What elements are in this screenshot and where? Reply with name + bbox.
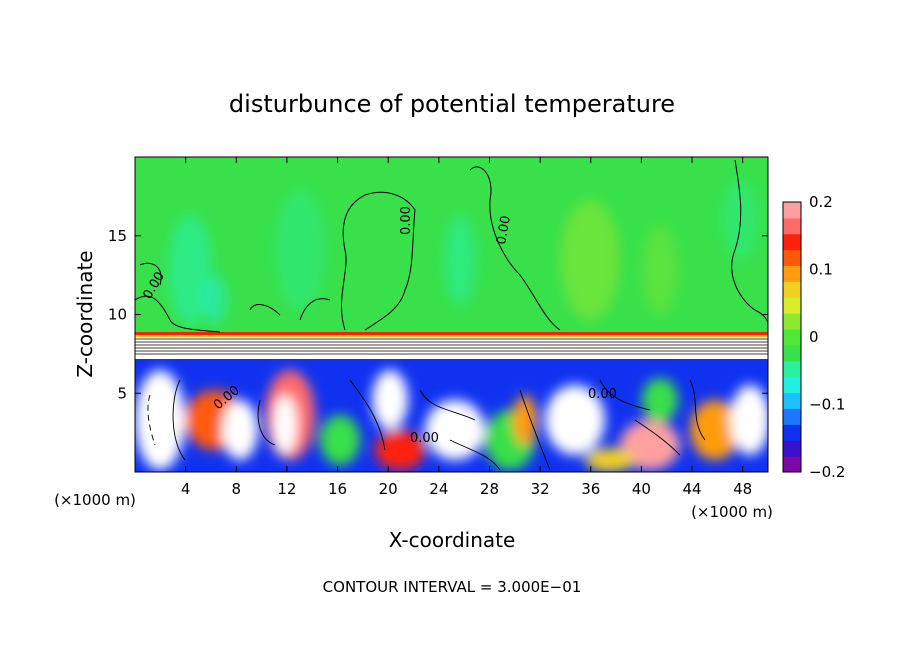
x-tick-label-2: 12 xyxy=(277,480,296,498)
x-tick-label-11: 48 xyxy=(733,480,752,498)
colorbar-swatch-16 xyxy=(783,202,801,219)
inversion-band-yellow xyxy=(135,335,768,337)
colorbar-label-3: −0.1 xyxy=(809,396,845,414)
lower-contours xyxy=(147,379,706,471)
x-tick-label-5: 24 xyxy=(429,480,448,498)
x-tick-label-3: 16 xyxy=(328,480,347,498)
chart-title: disturbunce of potential temperature xyxy=(229,90,675,118)
colorbar-swatch-9 xyxy=(783,313,801,330)
y-tick-label-2: 15 xyxy=(108,227,127,245)
x-tick-label-8: 36 xyxy=(581,480,600,498)
colorbar-swatch-6 xyxy=(783,360,801,378)
colorbar-swatch-8 xyxy=(783,329,801,346)
y-tick-label-0: 5 xyxy=(117,384,127,402)
colorbar-label-0: 0.2 xyxy=(809,193,833,211)
contour-label-5: 0.00 xyxy=(410,431,439,446)
x-unit-label-left: (×1000 m) xyxy=(54,491,136,509)
y-axis-ticks: 5 10 15 xyxy=(108,227,768,402)
colorbar-swatch-3 xyxy=(783,408,801,425)
x-tick-label-0: 4 xyxy=(181,480,191,498)
colorbar-swatch-15 xyxy=(783,217,801,235)
x-tick-label-7: 32 xyxy=(531,480,550,498)
colorbar-swatch-1 xyxy=(783,440,801,457)
contour-label-6: 0.00 xyxy=(588,387,617,402)
colorbar-swatch-11 xyxy=(783,281,801,298)
x-tick-label-9: 40 xyxy=(632,480,651,498)
y-tick-label-1: 10 xyxy=(108,306,127,324)
inversion-band-red xyxy=(135,332,768,335)
inversion-contours xyxy=(135,338,768,355)
x-axis-label: X-coordinate xyxy=(389,528,516,552)
colorbar-label-2: 0 xyxy=(809,328,819,346)
colorbar-swatch-13 xyxy=(783,249,801,267)
colorbar-swatch-12 xyxy=(783,265,801,282)
x-tick-label-4: 20 xyxy=(379,480,398,498)
contour-interval-footer: CONTOUR INTERVAL = 3.000E−01 xyxy=(323,578,582,596)
colorbar-swatch-4 xyxy=(783,392,801,409)
plot-area xyxy=(135,157,768,472)
upper-layer-plumes xyxy=(168,180,758,325)
lower-layer-features xyxy=(135,370,768,472)
colorbar-label-1: 0.1 xyxy=(809,261,833,279)
colorbar-swatch-2 xyxy=(783,424,801,441)
colorbar: 0.2 0.1 0 −0.1 −0.2 xyxy=(783,193,845,481)
contour-label-2: 0.00 xyxy=(494,215,514,246)
colorbar-label-4: −0.2 xyxy=(809,463,845,481)
y-axis-label: Z-coordinate xyxy=(73,250,97,377)
colorbar-swatch-14 xyxy=(783,233,801,251)
colorbar-swatch-5 xyxy=(783,376,801,394)
colorbar-frame xyxy=(782,201,802,473)
x-tick-label-10: 44 xyxy=(682,480,701,498)
colorbar-swatch-0 xyxy=(783,456,801,473)
contour-label-1: 0.00 xyxy=(399,206,414,235)
x-tick-label-1: 8 xyxy=(232,480,242,498)
colorbar-swatch-10 xyxy=(783,297,801,314)
zero-contours xyxy=(135,159,768,333)
x-tick-label-6: 28 xyxy=(480,480,499,498)
colorbar-swatch-7 xyxy=(783,344,801,362)
x-unit-label-right: (×1000 m) xyxy=(691,503,773,521)
x-axis-ticks: 4 8 12 16 20 24 28 32 36 40 44 48 xyxy=(181,157,752,498)
